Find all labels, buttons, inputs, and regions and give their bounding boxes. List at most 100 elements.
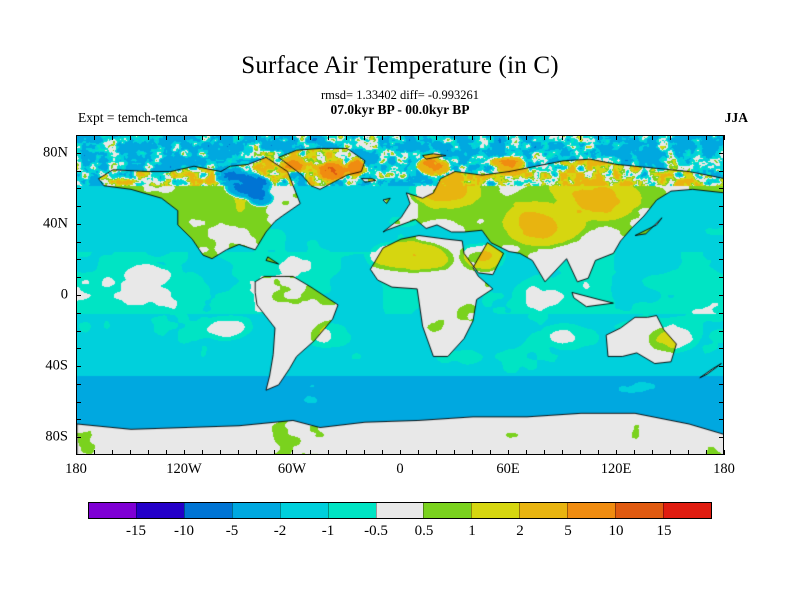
colorbar-segment-9: [519, 503, 568, 518]
y-minor-tick: [719, 348, 724, 350]
y-minor-tick: [719, 312, 724, 314]
season-label: JJA: [724, 110, 748, 125]
x-minor-tick: [148, 450, 149, 455]
x-minor-tick: [472, 450, 473, 455]
colorbar-segment-12: [663, 503, 711, 518]
x-minor-tick: [490, 450, 491, 455]
x-minor-tick: [598, 135, 599, 140]
x-minor-tick: [382, 135, 383, 140]
x-minor-tick: [184, 450, 185, 455]
x-minor-tick: [292, 450, 293, 455]
x-axis-label-60W: 60W: [277, 461, 307, 477]
y-minor-tick: [719, 330, 724, 332]
x-axis-label-120E: 120E: [600, 461, 632, 477]
x-minor-tick: [454, 450, 455, 455]
period-line: 07.0kyr BP - 00.0kyr BP: [330, 102, 470, 117]
x-minor-tick: [112, 135, 113, 140]
x-minor-tick: [544, 450, 545, 455]
y-minor-tick: [719, 223, 724, 225]
x-minor-tick: [274, 450, 275, 455]
colorbar-tick--0.5: -0.5: [364, 523, 388, 539]
x-minor-tick: [202, 450, 203, 455]
y-minor-tick: [76, 170, 81, 172]
y-minor-tick: [76, 241, 81, 243]
y-minor-tick: [719, 295, 724, 296]
y-minor-tick: [76, 401, 81, 403]
experiment-label: Expt = temch-temca: [78, 110, 188, 125]
colorbar-tick-2: 2: [516, 523, 524, 539]
y-minor-tick: [719, 277, 724, 279]
colorbar-tick--15: -15: [126, 523, 146, 539]
x-minor-tick: [364, 450, 365, 455]
colorbar-tick--10: -10: [174, 523, 194, 539]
figure-title: Surface Air Temperature (in C): [241, 52, 559, 79]
map-plot-area: [76, 135, 724, 455]
x-minor-tick: [274, 135, 275, 140]
colorbar: [88, 502, 712, 519]
colorbar-tick-15: 15: [656, 523, 672, 539]
y-minor-tick: [719, 383, 724, 385]
x-minor-tick: [328, 135, 329, 140]
colorbar-tick-10: 10: [608, 523, 624, 539]
y-minor-tick: [719, 206, 724, 208]
x-minor-tick: [310, 135, 311, 140]
x-minor-tick: [112, 450, 113, 455]
colorbar-tick-1: 1: [468, 523, 476, 539]
x-minor-tick: [706, 135, 707, 140]
x-minor-tick: [562, 450, 563, 455]
x-minor-tick: [220, 135, 221, 140]
x-axis-label-120W: 120W: [166, 461, 202, 477]
y-minor-tick: [76, 330, 81, 332]
x-minor-tick: [724, 450, 725, 455]
y-minor-tick: [76, 152, 81, 154]
y-minor-tick: [76, 383, 81, 385]
x-minor-tick: [454, 135, 455, 140]
x-minor-tick: [220, 450, 221, 455]
x-minor-tick: [436, 135, 437, 140]
x-minor-tick: [400, 135, 401, 140]
x-minor-tick: [652, 135, 653, 140]
y-minor-tick: [76, 223, 81, 225]
x-minor-tick: [166, 135, 167, 140]
x-minor-tick: [490, 135, 491, 140]
statistics-line: rmsd= 1.33402 diff= -0.993261: [321, 88, 479, 102]
x-minor-tick: [508, 135, 509, 140]
x-minor-tick: [580, 450, 581, 455]
y-minor-tick: [76, 419, 81, 421]
colorbar-segment-11: [615, 503, 664, 518]
colorbar-segment-1: [135, 503, 184, 518]
colorbar-segment-0: [89, 503, 136, 518]
colorbar-segment-5: [327, 503, 376, 518]
x-minor-tick: [634, 135, 635, 140]
x-minor-tick: [634, 450, 635, 455]
y-minor-tick: [76, 312, 81, 314]
x-axis-label-0: 0: [396, 461, 404, 477]
x-minor-tick: [616, 450, 617, 455]
colorbar-segment-3: [231, 503, 280, 518]
y-minor-tick: [719, 437, 724, 439]
y-minor-tick: [76, 206, 81, 208]
x-minor-tick: [508, 450, 509, 455]
x-minor-tick: [580, 135, 581, 140]
x-minor-tick: [382, 450, 383, 455]
colorbar-tick--1: -1: [321, 523, 335, 539]
x-axis-label-180: 180: [713, 461, 735, 477]
y-minor-tick: [719, 188, 724, 190]
colorbar-tick--2: -2: [273, 523, 287, 539]
x-minor-tick: [418, 450, 419, 455]
colorbar-segment-10: [567, 503, 616, 518]
x-minor-tick: [130, 135, 131, 140]
x-axis-label-180: 180: [65, 461, 87, 477]
x-minor-tick: [472, 135, 473, 140]
x-minor-tick: [184, 135, 185, 140]
y-axis-label-40S: 40S: [45, 357, 68, 374]
x-minor-tick: [76, 450, 77, 455]
x-minor-tick: [562, 135, 563, 140]
x-minor-tick: [670, 135, 671, 140]
x-minor-tick: [238, 135, 239, 140]
colorbar-tick-0.5: 0.5: [414, 523, 434, 539]
y-axis-label-0: 0: [60, 286, 68, 303]
x-minor-tick: [346, 450, 347, 455]
x-minor-tick: [202, 135, 203, 140]
